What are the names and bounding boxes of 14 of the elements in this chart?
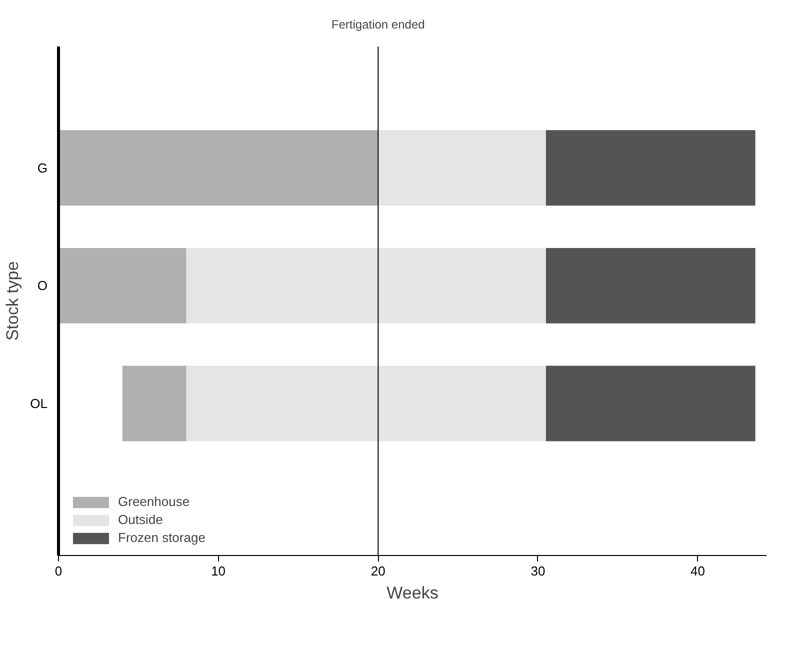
y-axis-title: Stock type (3, 261, 22, 341)
y-tick-label: OL (30, 396, 48, 412)
x-tick-label: 0 (54, 564, 62, 578)
legend-label: Frozen storage (118, 530, 206, 545)
x-tick-label: 30 (530, 564, 546, 578)
legend-label: Greenhouse (118, 494, 190, 509)
x-tick-label: 10 (211, 564, 226, 578)
x-tick-label: 20 (370, 564, 386, 578)
legend-label: Outside (118, 512, 163, 527)
x-axis-title: Weeks (386, 584, 438, 602)
ref-line-label: Fertigation ended (331, 18, 425, 32)
x-tick-label: 40 (690, 564, 706, 578)
y-tick-label: G (37, 160, 48, 176)
y-tick-label: O (37, 278, 48, 294)
